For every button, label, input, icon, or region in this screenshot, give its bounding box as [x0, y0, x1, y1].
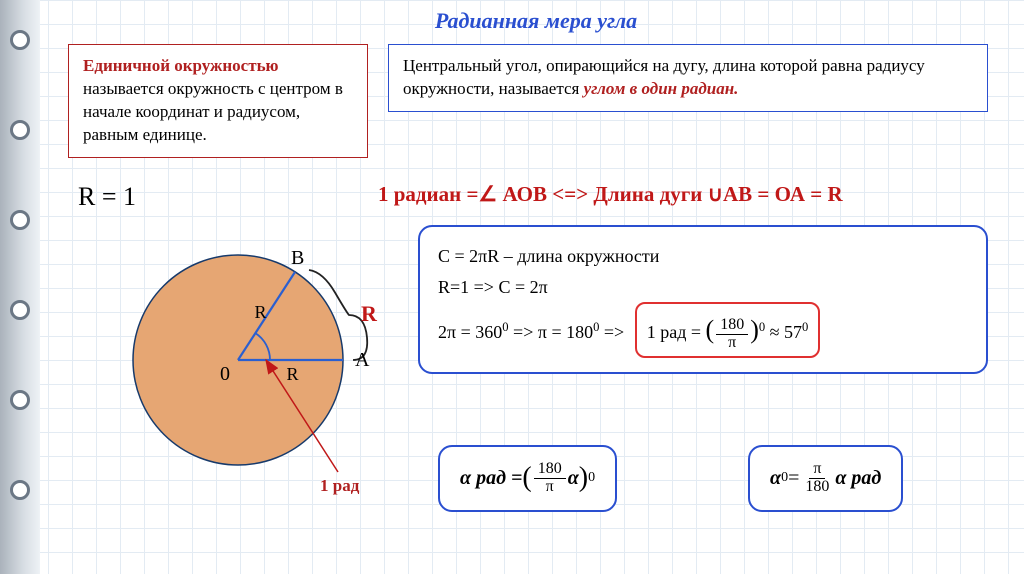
definition-radian: Центральный угол, опирающийся на дугу, д… [388, 44, 988, 112]
definition-unit-circle: Единичной окружностью называется окружно… [68, 44, 368, 158]
radian-equality-line: 1 радиан =∠ АОВ <=> Длина дуги ∪АВ = ОА … [378, 182, 843, 207]
label-r-arc: R [361, 301, 378, 326]
label-o: 0 [220, 363, 230, 385]
unit-circle-diagram: 0 A B R R R 1 рад [88, 210, 398, 510]
derivation-box: С = 2πR – длина окружности R=1 => С = 2π… [418, 225, 988, 374]
circle-svg: 0 A B R R R [88, 210, 398, 510]
label-b: B [291, 247, 304, 269]
formula-rad-to-deg: α рад = (180π α)0 [438, 445, 617, 512]
r-equals-1: R = 1 [78, 182, 136, 212]
one-rad-degrees-box: 1 рад = (180π)0 ≈ 570 [635, 302, 821, 358]
page-content: Радианная мера угла Единичной окружность… [48, 0, 1024, 574]
formula-deg-to-rad: α0 = π180 α рад [748, 445, 903, 512]
ring-icon [10, 300, 30, 320]
label-r-oa: R [287, 364, 299, 384]
label-1-rad: 1 рад [320, 476, 359, 496]
ring-icon [10, 30, 30, 50]
derive-line-2: R=1 => С = 2π [438, 272, 968, 303]
label-a: A [355, 349, 370, 371]
ring-icon [10, 390, 30, 410]
page-title: Радианная мера угла [48, 0, 1024, 34]
label-r-ob: R [255, 302, 267, 322]
derive-line-3: 2π = 3600 => π = 1800 => 1 рад = (180π)0… [438, 302, 968, 358]
ring-icon [10, 120, 30, 140]
ring-icon [10, 480, 30, 500]
ring-icon [10, 210, 30, 230]
derive-line-1: С = 2πR – длина окружности [438, 241, 968, 272]
